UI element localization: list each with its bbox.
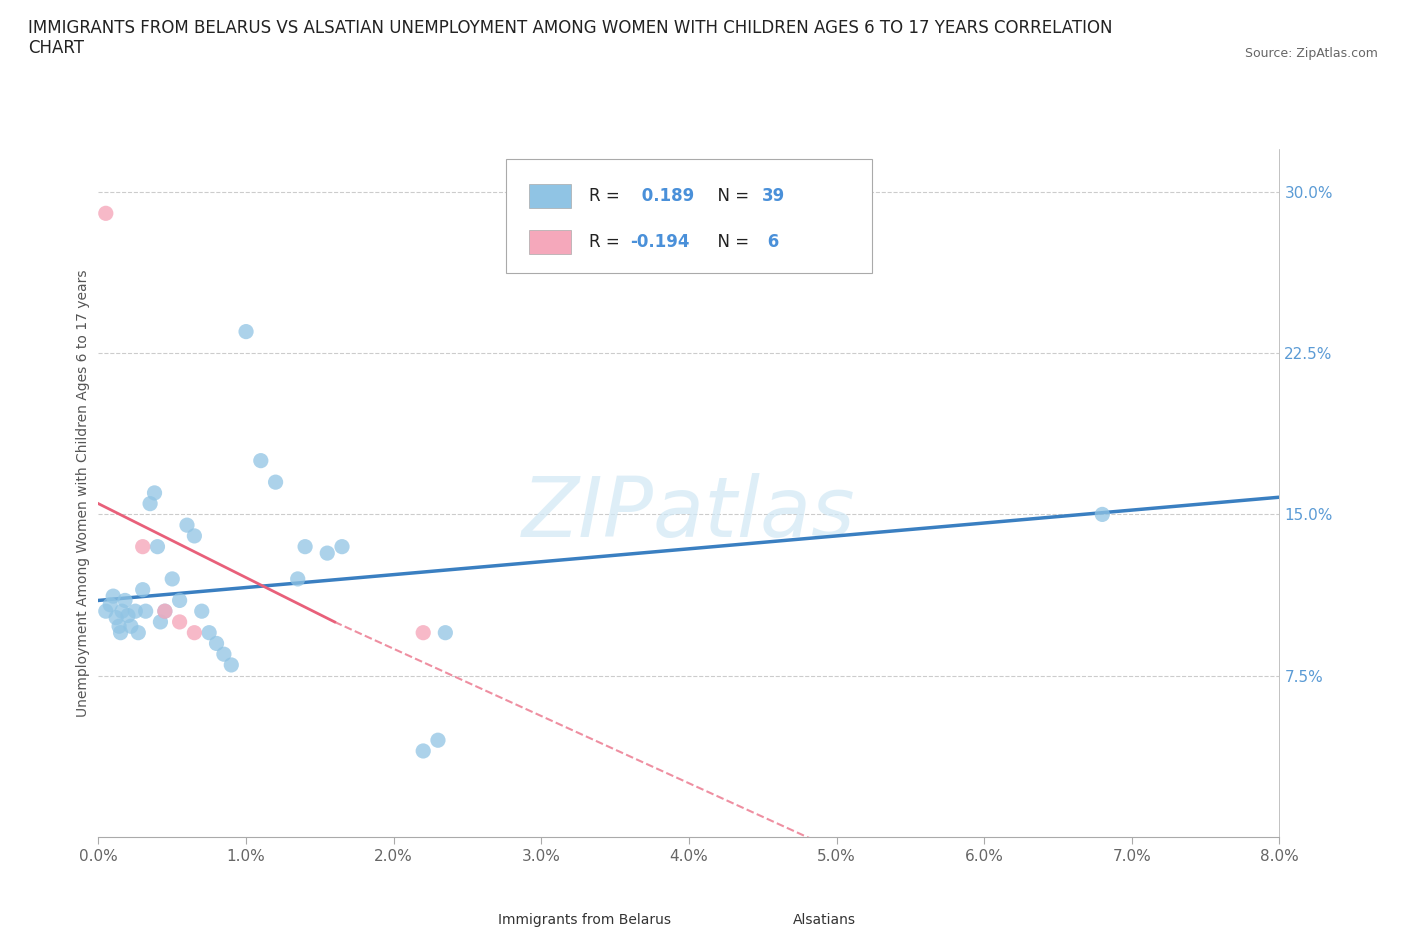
Bar: [530, 183, 571, 207]
Point: [330, 539, 353, 554]
Point: [212, 646, 235, 661]
Point: [153, 604, 176, 618]
Point: [169, 593, 191, 608]
Point: [183, 625, 205, 640]
Point: [183, 528, 205, 543]
Point: [169, 615, 191, 630]
Point: [103, 589, 125, 604]
Point: [110, 625, 132, 640]
Text: N =: N =: [707, 232, 754, 251]
Point: [127, 625, 149, 640]
Point: [235, 325, 257, 339]
Point: [412, 744, 434, 759]
Point: [94, 604, 117, 618]
Point: [426, 733, 449, 748]
Point: [105, 610, 128, 625]
Text: ZIPatlas: ZIPatlas: [522, 473, 856, 554]
Point: [287, 571, 309, 587]
Point: [146, 539, 169, 554]
Point: [139, 497, 162, 512]
Point: [176, 518, 198, 533]
Text: R =: R =: [589, 232, 624, 251]
Text: Source: ZipAtlas.com: Source: ZipAtlas.com: [1244, 46, 1378, 60]
Point: [143, 485, 166, 500]
Point: [153, 604, 176, 618]
Point: [412, 625, 434, 640]
Point: [114, 593, 136, 608]
Point: [120, 618, 142, 633]
Point: [1091, 507, 1114, 522]
Point: [149, 615, 172, 630]
Point: [250, 453, 273, 468]
Y-axis label: Unemployment Among Women with Children Ages 6 to 17 years: Unemployment Among Women with Children A…: [76, 269, 90, 717]
Point: [132, 582, 155, 597]
Point: [434, 625, 457, 640]
Point: [198, 625, 221, 640]
Point: [98, 597, 121, 612]
Point: [117, 608, 139, 623]
Point: [294, 539, 316, 554]
Text: Immigrants from Belarus: Immigrants from Belarus: [498, 912, 671, 926]
Point: [124, 604, 146, 618]
Point: [135, 604, 157, 618]
Text: R =: R =: [589, 187, 624, 205]
Point: [316, 546, 339, 561]
Text: 0.189: 0.189: [636, 187, 695, 205]
Point: [108, 618, 131, 633]
Bar: [748, 911, 782, 928]
Point: [190, 604, 214, 618]
Point: [132, 539, 155, 554]
Point: [162, 571, 183, 587]
Bar: [453, 911, 486, 928]
Text: IMMIGRANTS FROM BELARUS VS ALSATIAN UNEMPLOYMENT AMONG WOMEN WITH CHILDREN AGES : IMMIGRANTS FROM BELARUS VS ALSATIAN UNEM…: [28, 19, 1112, 58]
Text: Alsatians: Alsatians: [793, 912, 856, 926]
Point: [219, 658, 242, 672]
Text: -0.194: -0.194: [630, 232, 689, 251]
Text: 6: 6: [762, 232, 779, 251]
FancyBboxPatch shape: [506, 159, 872, 272]
Point: [264, 474, 287, 489]
Bar: [530, 230, 571, 254]
Point: [94, 206, 117, 220]
Point: [205, 636, 228, 651]
Text: 39: 39: [762, 187, 786, 205]
Point: [111, 604, 134, 618]
Text: N =: N =: [707, 187, 754, 205]
